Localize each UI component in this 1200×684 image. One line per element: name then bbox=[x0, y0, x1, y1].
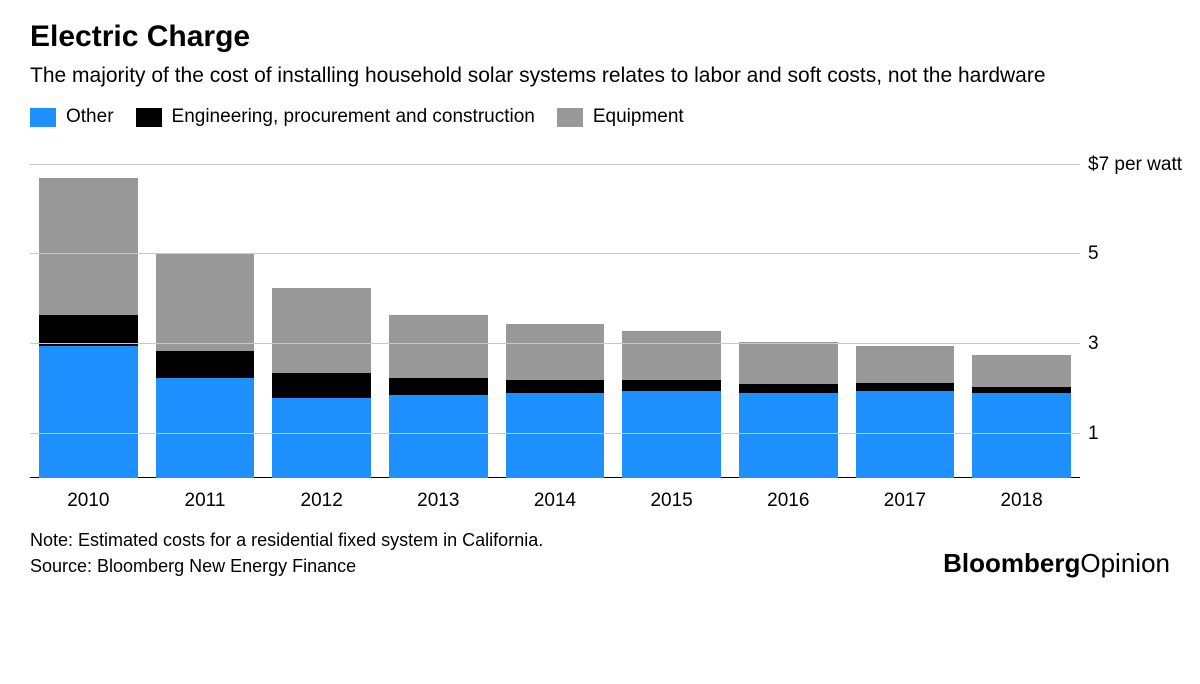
legend-swatch-equipment bbox=[557, 108, 583, 127]
bar-segment-other bbox=[506, 393, 605, 478]
legend-item-other: Other bbox=[30, 106, 114, 128]
plot-area bbox=[30, 142, 1080, 478]
bar-segment-equipment bbox=[272, 288, 371, 373]
y-tick-label: $7 per watt bbox=[1088, 154, 1182, 176]
bar bbox=[972, 142, 1071, 478]
brand-bold: Bloomberg bbox=[943, 548, 1080, 578]
footer: Note: Estimated costs for a residential … bbox=[30, 528, 1170, 578]
brand-logo: BloombergOpinion bbox=[943, 548, 1170, 579]
bar-segment-other bbox=[389, 395, 488, 478]
bar bbox=[506, 142, 605, 478]
legend-label: Other bbox=[66, 106, 114, 128]
y-tick-label: 3 bbox=[1088, 333, 1099, 355]
chart-title: Electric Charge bbox=[30, 20, 1170, 54]
gridline bbox=[30, 433, 1080, 434]
bar-segment-epc bbox=[39, 315, 138, 346]
x-tick-label: 2018 bbox=[972, 482, 1071, 512]
bar-segment-equipment bbox=[39, 178, 138, 315]
bar bbox=[272, 142, 371, 478]
bar-segment-epc bbox=[156, 351, 255, 378]
x-tick-label: 2016 bbox=[739, 482, 838, 512]
legend-item-epc: Engineering, procurement and constructio… bbox=[136, 106, 535, 128]
bar-segment-equipment bbox=[972, 355, 1071, 386]
bars-container bbox=[30, 142, 1080, 478]
bar-segment-other bbox=[39, 346, 138, 478]
chart: 135$7 per watt 2010201120122013201420152… bbox=[30, 142, 1170, 512]
legend-item-equipment: Equipment bbox=[557, 106, 684, 128]
x-tick-label: 2011 bbox=[156, 482, 255, 512]
bar-segment-epc bbox=[972, 387, 1071, 394]
bar-segment-other bbox=[972, 393, 1071, 478]
bar-segment-epc bbox=[272, 373, 371, 398]
brand-light: Opinion bbox=[1080, 548, 1170, 578]
x-tick-label: 2012 bbox=[272, 482, 371, 512]
x-tick-label: 2017 bbox=[856, 482, 955, 512]
bar bbox=[39, 142, 138, 478]
legend-swatch-epc bbox=[136, 108, 162, 127]
bar bbox=[739, 142, 838, 478]
bar-segment-equipment bbox=[739, 342, 838, 385]
bar-segment-equipment bbox=[622, 331, 721, 380]
x-tick-label: 2010 bbox=[39, 482, 138, 512]
gridline bbox=[30, 253, 1080, 254]
bar-segment-equipment bbox=[389, 315, 488, 378]
bar bbox=[856, 142, 955, 478]
bar-segment-epc bbox=[389, 378, 488, 396]
x-tick-label: 2013 bbox=[389, 482, 488, 512]
bar-segment-epc bbox=[739, 384, 838, 393]
bar-segment-equipment bbox=[506, 324, 605, 380]
legend-label: Equipment bbox=[593, 106, 684, 128]
gridline bbox=[30, 164, 1080, 165]
bar bbox=[156, 142, 255, 478]
bar bbox=[622, 142, 721, 478]
legend-label: Engineering, procurement and constructio… bbox=[172, 106, 535, 128]
y-axis-labels: 135$7 per watt bbox=[1084, 142, 1170, 478]
bar-segment-other bbox=[156, 378, 255, 479]
bar-segment-epc bbox=[856, 383, 955, 391]
y-tick-label: 5 bbox=[1088, 243, 1099, 265]
bar-segment-epc bbox=[506, 380, 605, 393]
chart-subtitle: The majority of the cost of installing h… bbox=[30, 62, 1170, 90]
bar bbox=[389, 142, 488, 478]
source-text: Source: Bloomberg New Energy Finance bbox=[30, 554, 543, 579]
bar-segment-equipment bbox=[856, 346, 955, 383]
legend-swatch-other bbox=[30, 108, 56, 127]
bar-segment-other bbox=[739, 393, 838, 478]
y-tick-label: 1 bbox=[1088, 423, 1099, 445]
footnotes: Note: Estimated costs for a residential … bbox=[30, 528, 543, 578]
legend: Other Engineering, procurement and const… bbox=[30, 106, 1170, 128]
gridline bbox=[30, 343, 1080, 344]
x-tick-label: 2015 bbox=[622, 482, 721, 512]
bar-segment-other bbox=[272, 398, 371, 479]
x-tick-label: 2014 bbox=[506, 482, 605, 512]
bar-segment-other bbox=[856, 391, 955, 478]
bar-segment-equipment bbox=[156, 254, 255, 350]
x-axis-labels: 2010 2011 2012 2013 2014 2015 2016 2017 2018 bbox=[30, 482, 1080, 512]
bar-segment-epc bbox=[622, 380, 721, 391]
bar-segment-other bbox=[622, 391, 721, 478]
note-text: Note: Estimated costs for a residential … bbox=[30, 528, 543, 553]
